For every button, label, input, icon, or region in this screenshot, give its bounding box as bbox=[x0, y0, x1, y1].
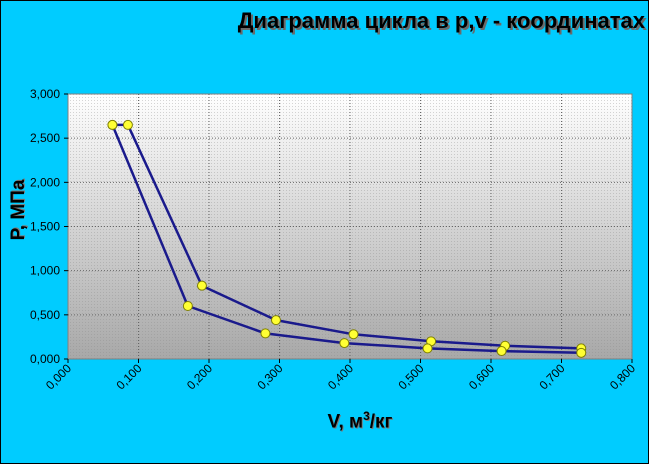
y-tick-label: 1,500 bbox=[30, 220, 60, 234]
data-point bbox=[422, 343, 433, 354]
data-point bbox=[182, 301, 193, 311]
data-point bbox=[260, 328, 271, 339]
x-tick-label: 0,200 bbox=[184, 361, 215, 392]
x-tick-label: 0,500 bbox=[395, 361, 426, 392]
data-point bbox=[122, 119, 133, 130]
x-tick-label: 0,100 bbox=[113, 361, 144, 392]
y-tick-label: 2,000 bbox=[30, 175, 60, 189]
x-axis-ticks: 0,000 0,100 0,200 0,300 0,400 0,500 0,600 0,700… bbox=[43, 359, 638, 392]
data-point bbox=[348, 329, 359, 340]
y-tick-label: 2,500 bbox=[30, 131, 60, 145]
y-tick-label: 0,500 bbox=[30, 308, 60, 322]
data-point bbox=[270, 315, 281, 326]
data-point bbox=[196, 280, 207, 291]
x-axis-label: V, м3/кг bbox=[280, 409, 440, 433]
data-point bbox=[496, 346, 507, 357]
series-group bbox=[107, 119, 587, 358]
x-tick-label: 0,600 bbox=[466, 361, 497, 392]
x-axis-label-tail: /кг bbox=[369, 411, 393, 433]
x-tick-label: 0,700 bbox=[536, 361, 567, 392]
y-axis-ticks: 0,000 0,500 1,000 1,500 2,000 2,500 3,000 bbox=[30, 87, 68, 366]
x-axis-label-main: V, м bbox=[327, 411, 364, 433]
x-tick-label: 0,800 bbox=[607, 361, 638, 392]
grid-lines bbox=[68, 94, 632, 359]
data-point bbox=[576, 347, 587, 358]
y-tick-label: 0,000 bbox=[30, 352, 60, 366]
y-tick-label: 1,000 bbox=[30, 264, 60, 278]
data-point bbox=[339, 338, 350, 349]
data-point bbox=[107, 119, 118, 130]
x-tick-label: 0,400 bbox=[325, 361, 356, 392]
y-tick-label: 3,000 bbox=[30, 87, 60, 101]
x-tick-label: 0,300 bbox=[254, 361, 285, 392]
x-axis-label-sup: 3 bbox=[363, 409, 370, 423]
y-axis-label: P, МПа bbox=[8, 179, 29, 241]
chart-title: Диаграмма цикла в р,v - координатах bbox=[237, 8, 645, 33]
